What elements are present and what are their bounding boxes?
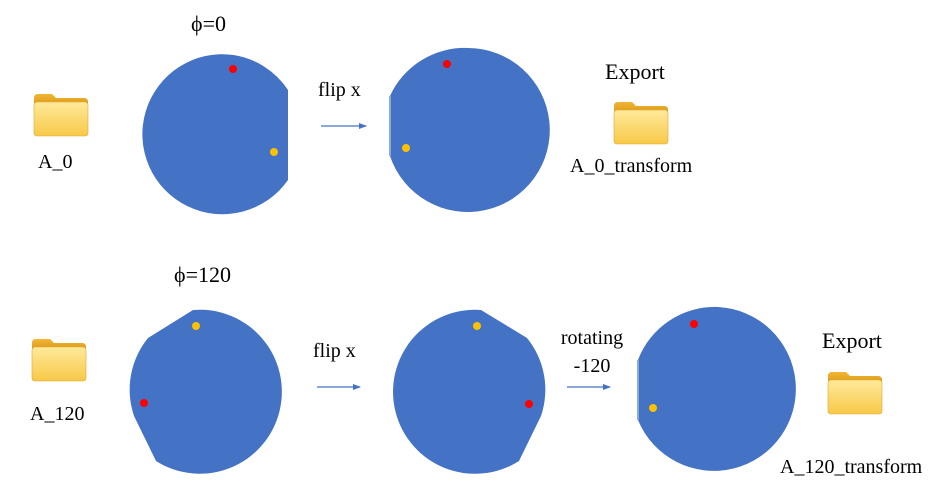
- folder-icon[interactable]: [613, 102, 669, 145]
- yellow-marker-dot: [192, 322, 200, 330]
- export-folder-label: A_120_transform: [780, 456, 923, 478]
- wafer-original-phi-0: [142, 54, 288, 215]
- red-marker-dot: [525, 400, 533, 408]
- export-title: Export: [822, 328, 882, 353]
- yellow-marker-dot: [402, 144, 410, 152]
- folder-label: A_120: [30, 403, 85, 425]
- folder-icon[interactable]: [31, 339, 87, 382]
- wafer-rotated: [637, 306, 796, 471]
- yellow-marker-dot: [473, 322, 481, 330]
- export-folder-label: A_0_transform: [570, 155, 693, 177]
- phi-label: ϕ=120: [174, 262, 231, 287]
- wafer-flipped-x: [393, 309, 546, 474]
- folder-icon[interactable]: [33, 94, 89, 137]
- yellow-marker-dot: [270, 148, 278, 156]
- phi-label: ϕ=0: [191, 11, 226, 36]
- step-label: flip x: [313, 340, 356, 362]
- step-label-line-1: rotating: [560, 327, 624, 349]
- red-marker-dot: [690, 320, 698, 328]
- red-marker-dot: [229, 65, 237, 73]
- export-title: Export: [605, 59, 665, 84]
- folder-label: A_0: [38, 151, 73, 173]
- folder-icon[interactable]: [827, 372, 883, 415]
- step-label: flip x: [318, 79, 361, 101]
- yellow-marker-dot: [649, 404, 657, 412]
- red-marker-dot: [443, 60, 451, 68]
- wafer-original-phi-120: [129, 309, 282, 474]
- wafer-flipped-x: [389, 47, 550, 212]
- step-label-line-2: -120: [573, 355, 611, 377]
- red-marker-dot: [140, 399, 148, 407]
